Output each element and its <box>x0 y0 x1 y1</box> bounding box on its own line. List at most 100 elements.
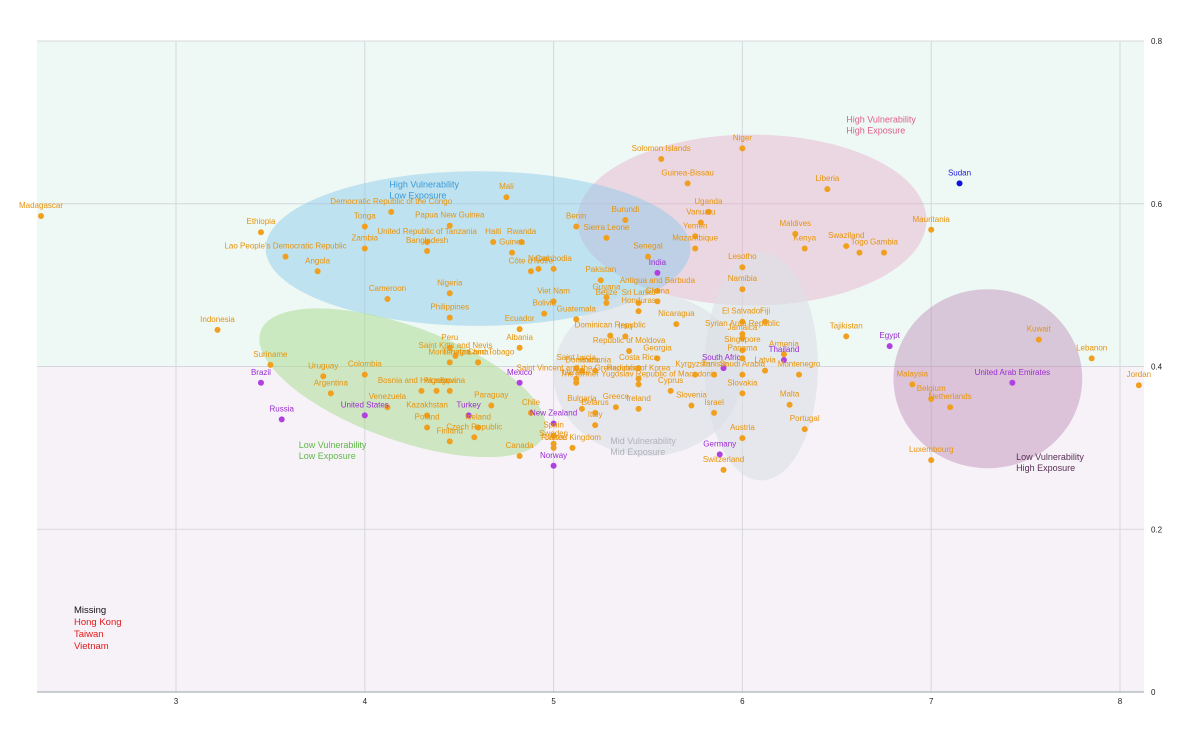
data-point[interactable] <box>573 223 580 230</box>
data-point[interactable] <box>780 351 787 358</box>
data-point[interactable] <box>739 145 746 152</box>
data-point[interactable] <box>541 310 548 317</box>
data-point[interactable] <box>667 387 674 394</box>
data-point[interactable] <box>654 298 661 305</box>
data-point[interactable] <box>603 234 610 241</box>
data-point[interactable] <box>909 381 916 388</box>
data-point[interactable] <box>424 424 431 431</box>
data-point[interactable] <box>503 194 510 201</box>
data-point[interactable] <box>928 226 935 233</box>
data-point[interactable] <box>635 300 642 307</box>
data-point[interactable] <box>527 268 534 275</box>
data-point[interactable] <box>516 344 523 351</box>
data-point[interactable] <box>384 295 391 302</box>
data-point[interactable] <box>635 375 642 382</box>
data-point[interactable] <box>446 387 453 394</box>
data-point[interactable] <box>573 365 580 372</box>
data-point[interactable] <box>446 438 453 445</box>
data-point[interactable] <box>739 264 746 271</box>
data-point[interactable] <box>801 426 808 433</box>
data-point[interactable] <box>314 268 321 275</box>
data-point[interactable] <box>257 379 264 386</box>
data-point[interactable] <box>446 290 453 297</box>
data-point[interactable] <box>688 402 695 409</box>
data-point[interactable] <box>603 294 610 301</box>
data-point[interactable] <box>446 344 453 351</box>
data-point[interactable] <box>550 265 557 272</box>
data-point[interactable] <box>626 348 633 355</box>
data-point[interactable] <box>327 390 334 397</box>
data-point[interactable] <box>692 233 699 240</box>
data-point[interactable] <box>527 409 534 416</box>
data-point[interactable] <box>550 298 557 305</box>
data-point[interactable] <box>801 245 808 252</box>
data-point[interactable] <box>622 333 629 340</box>
data-point[interactable] <box>592 409 599 416</box>
data-point[interactable] <box>518 238 525 245</box>
data-point[interactable] <box>780 356 787 363</box>
data-point[interactable] <box>692 245 699 252</box>
data-point[interactable] <box>692 371 699 378</box>
data-point[interactable] <box>739 286 746 293</box>
data-point[interactable] <box>673 321 680 328</box>
data-point[interactable] <box>550 444 557 451</box>
data-point[interactable] <box>1088 355 1095 362</box>
data-point[interactable] <box>446 359 453 366</box>
data-point[interactable] <box>361 245 368 252</box>
data-point[interactable] <box>488 402 495 409</box>
data-point[interactable] <box>843 333 850 340</box>
data-point[interactable] <box>384 404 391 411</box>
data-point[interactable] <box>509 249 516 256</box>
data-point[interactable] <box>424 238 431 245</box>
data-point[interactable] <box>739 318 746 325</box>
data-point[interactable] <box>452 352 459 359</box>
data-point[interactable] <box>592 422 599 429</box>
data-point[interactable] <box>956 180 963 187</box>
data-point[interactable] <box>1135 382 1142 389</box>
data-point[interactable] <box>597 277 604 284</box>
data-point[interactable] <box>658 155 665 162</box>
data-point[interactable] <box>267 361 274 368</box>
data-point[interactable] <box>635 405 642 412</box>
data-point[interactable] <box>739 390 746 397</box>
data-point[interactable] <box>739 435 746 442</box>
data-point[interactable] <box>388 208 395 215</box>
data-point[interactable] <box>711 409 718 416</box>
data-point[interactable] <box>645 253 651 260</box>
data-point[interactable] <box>739 335 746 342</box>
data-point[interactable] <box>475 424 482 431</box>
data-point[interactable] <box>622 217 629 224</box>
data-point[interactable] <box>446 314 453 321</box>
data-point[interactable] <box>705 208 712 215</box>
data-point[interactable] <box>612 404 619 411</box>
data-point[interactable] <box>569 444 576 451</box>
data-point[interactable] <box>856 249 863 256</box>
data-point[interactable] <box>592 367 599 374</box>
data-point[interactable] <box>433 387 440 394</box>
data-point[interactable] <box>796 371 803 378</box>
data-point[interactable] <box>786 401 793 408</box>
data-point[interactable] <box>739 371 746 378</box>
data-point[interactable] <box>739 347 746 354</box>
data-point[interactable] <box>573 379 580 386</box>
data-point[interactable] <box>762 367 769 374</box>
data-point[interactable] <box>490 238 497 245</box>
data-point[interactable] <box>603 300 610 307</box>
data-point[interactable] <box>684 180 691 187</box>
data-point[interactable] <box>550 432 557 439</box>
data-point[interactable] <box>886 343 893 350</box>
data-point[interactable] <box>38 212 44 219</box>
data-point[interactable] <box>361 371 368 378</box>
data-point[interactable] <box>824 186 831 193</box>
data-point[interactable] <box>635 365 642 372</box>
data-point[interactable] <box>716 451 723 458</box>
data-point[interactable] <box>446 222 453 229</box>
data-point[interactable] <box>578 367 585 374</box>
data-point[interactable] <box>928 457 935 464</box>
data-point[interactable] <box>1035 336 1042 343</box>
data-point[interactable] <box>739 355 746 362</box>
data-point[interactable] <box>843 243 850 250</box>
data-point[interactable] <box>711 371 718 378</box>
data-point[interactable] <box>535 265 542 272</box>
data-point[interactable] <box>697 219 704 226</box>
